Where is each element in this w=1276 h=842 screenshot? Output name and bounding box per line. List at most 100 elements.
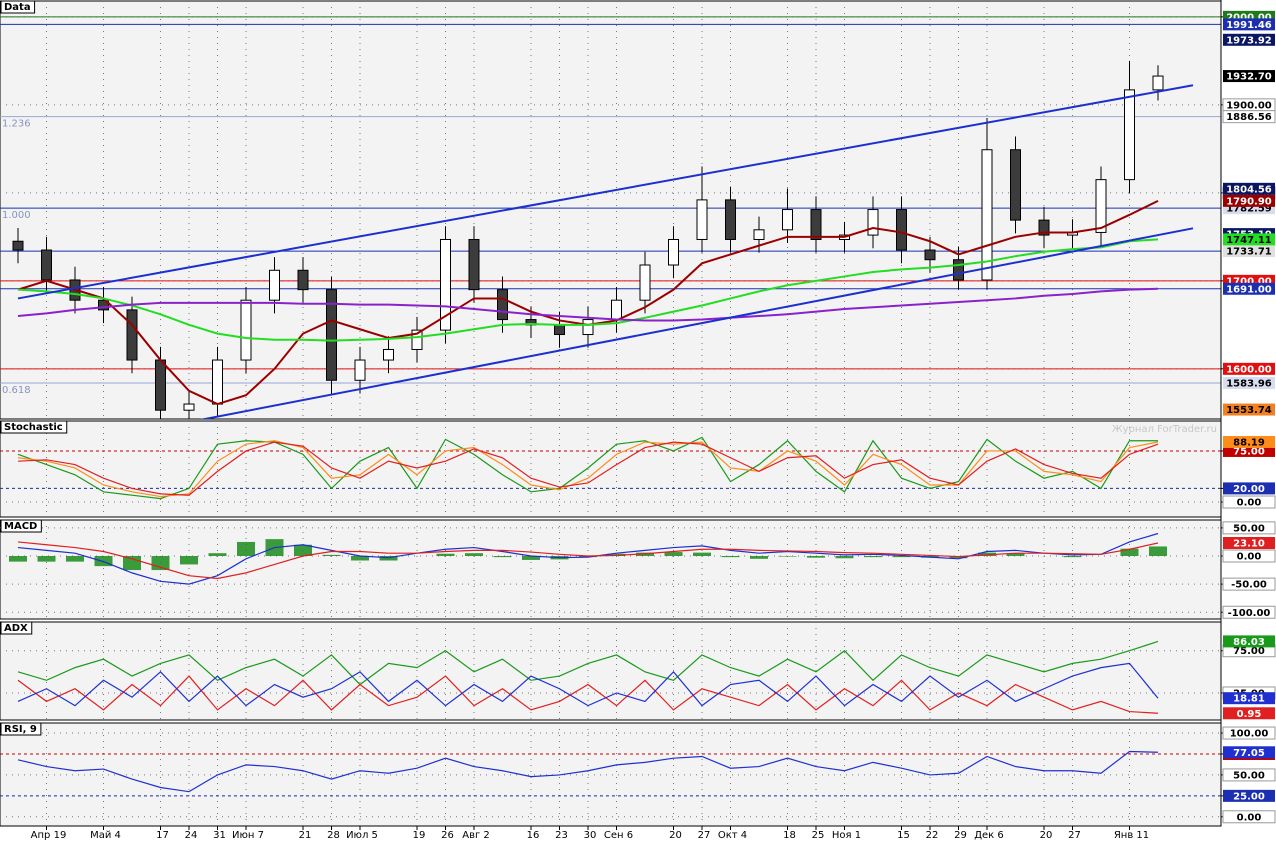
panel-title-box (0, 722, 42, 736)
y-tick-label: 50.00 (1233, 770, 1265, 781)
panel (0, 519, 1222, 620)
candle-body (41, 249, 52, 281)
candle-body (240, 299, 252, 361)
series-line (17, 436, 1158, 500)
level-label-box (1223, 70, 1275, 83)
candle-body (924, 249, 936, 261)
candle-body (668, 238, 679, 266)
level-label: 1583.96 (1226, 378, 1272, 389)
candle-body (297, 269, 309, 291)
trend-line (17, 84, 1194, 300)
candle-body (782, 209, 793, 231)
panel-title: MACD (4, 521, 37, 532)
x-tick-label: 25 (812, 830, 825, 841)
level-label-box (1223, 403, 1275, 416)
level-label: 1691.00 (1226, 284, 1272, 295)
last-value-label-box (1223, 635, 1275, 648)
histogram-bar (465, 553, 483, 556)
last-value-label-box (1223, 692, 1275, 705)
x-tick-label: 15 (897, 830, 910, 841)
candle-body (98, 299, 109, 311)
x-tick-label: Сен 6 (604, 830, 633, 841)
level-label: 1973.92 (1226, 35, 1272, 46)
histogram-bar (1006, 553, 1025, 556)
histogram-bar (351, 556, 369, 561)
histogram-bar (180, 556, 198, 565)
candle-body (696, 199, 708, 240)
y-tick-label-box (1223, 789, 1275, 802)
histogram-bar (237, 541, 255, 556)
y-tick-label-box (1223, 362, 1275, 375)
y-tick-label-box (1222, 726, 1276, 740)
y-tick-label: 1900.00 (1226, 100, 1272, 111)
x-tick-label: Апр 19 (31, 830, 67, 841)
level-label-box (1223, 33, 1275, 46)
y-tick-label: 75.00 (1233, 446, 1265, 457)
level-label-box (1223, 18, 1275, 31)
y-tick-label: 0.00 (1237, 498, 1262, 509)
histogram-bar (1063, 556, 1082, 558)
histogram-bar (493, 556, 512, 558)
histogram-bar (1120, 548, 1139, 556)
y-tick-label-box (1222, 768, 1276, 782)
series-line (17, 750, 1159, 793)
candle-body (354, 359, 366, 381)
candle-body (383, 348, 394, 361)
x-tick-label: 21 (299, 830, 312, 841)
last-value-label: 88.19 (1233, 437, 1265, 448)
panel-title-box (0, 621, 33, 635)
last-value-label: 18.81 (1233, 694, 1265, 705)
series-line (17, 640, 1159, 686)
x-tick-label: Авг 2 (462, 830, 490, 841)
plot (0, 421, 1221, 517)
panel-title: ADX (4, 623, 28, 634)
last-value-label: 1790.90 (1226, 196, 1272, 207)
panel-title: RSI, 9 (4, 724, 37, 735)
x-tick-label: 16 (527, 830, 540, 841)
x-tick-label: Дек 6 (974, 830, 1004, 841)
histogram-bar (1149, 546, 1167, 556)
candle-body (1010, 149, 1021, 221)
histogram-bar (721, 556, 740, 558)
y-tick-label: -100.00 (1228, 608, 1271, 619)
candle-body (981, 149, 993, 281)
y-tick-label-box (1222, 577, 1276, 591)
x-tick-label: 27 (698, 830, 711, 841)
histogram-bar (750, 556, 768, 559)
y-tick-label: 20.00 (1233, 484, 1265, 495)
histogram-bar (37, 556, 56, 562)
histogram-bar (864, 556, 882, 558)
plot: 1.236 1.000 0.618 (0, 1, 1221, 419)
last-value-label: 77.05 (1233, 748, 1265, 759)
plot (0, 520, 1221, 619)
histogram-bar (9, 556, 27, 562)
histogram-bar (778, 556, 797, 557)
panel (0, 621, 1222, 721)
watermark: Журнал ForTrader.ru (1112, 424, 1217, 435)
y-tick-label: -50.00 (1231, 580, 1267, 591)
panel-title-box (0, 420, 68, 434)
level-label-box (1223, 245, 1275, 258)
candle-body (497, 289, 508, 321)
level-label-box (1223, 282, 1275, 295)
level-label: 1782.59 (1226, 204, 1272, 215)
x-tick-label: 20 (1040, 830, 1053, 841)
x-tick-label: Май 4 (90, 830, 121, 841)
y-tick-label: 1600.00 (1226, 364, 1272, 375)
panel (0, 0, 1222, 420)
histogram-bar (807, 556, 825, 558)
level-label: 1553.74 (1226, 405, 1272, 416)
panel (0, 722, 1222, 827)
x-tick-label: 18 (783, 830, 796, 841)
x-tick-label: 26 (441, 830, 454, 841)
series-line (17, 675, 1159, 714)
candle-body (126, 309, 138, 361)
series-line (17, 541, 1159, 580)
x-tick-label: 28 (327, 830, 340, 841)
fib-label: 1.236 (2, 119, 31, 130)
level-label: 1733.71 (1226, 247, 1272, 258)
y-tick-label-box (1222, 549, 1276, 563)
y-tick-label: 25.00 (1233, 791, 1265, 802)
